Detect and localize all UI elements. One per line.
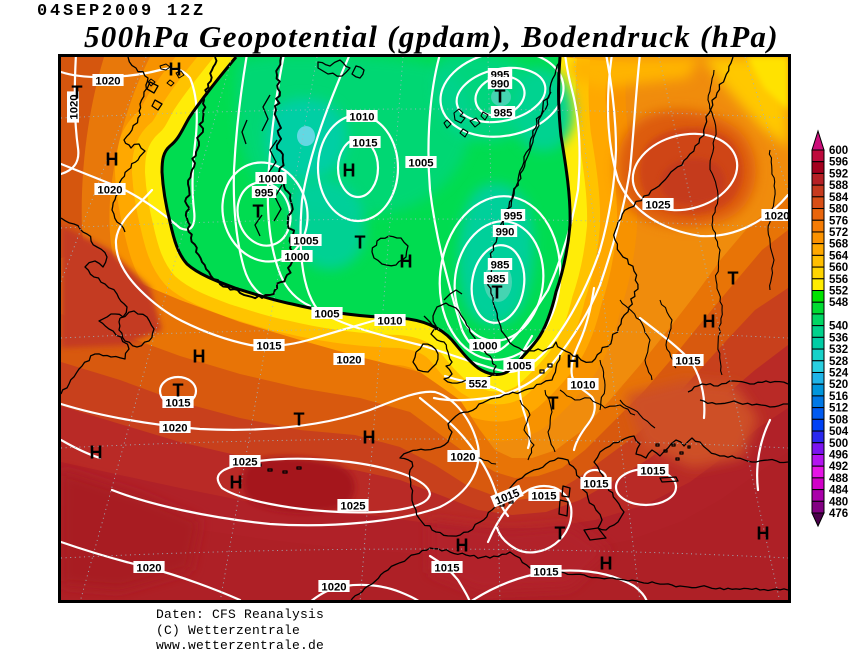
svg-text:1015: 1015	[531, 491, 556, 503]
svg-text:496: 496	[829, 450, 848, 462]
svg-text:504: 504	[829, 426, 849, 438]
svg-text:1020: 1020	[450, 452, 475, 464]
svg-text:1015: 1015	[434, 563, 459, 575]
svg-text:552: 552	[469, 379, 488, 391]
svg-text:H: H	[106, 150, 119, 170]
svg-text:1020: 1020	[136, 563, 161, 575]
svg-text:600: 600	[829, 145, 848, 157]
svg-text:1000: 1000	[284, 252, 309, 264]
svg-text:492: 492	[829, 461, 848, 473]
svg-text:508: 508	[829, 414, 849, 426]
svg-text:540: 540	[829, 321, 848, 333]
svg-text:500: 500	[829, 438, 848, 450]
svg-text:476: 476	[829, 508, 848, 520]
svg-text:1010: 1010	[377, 316, 402, 328]
svg-text:1015: 1015	[533, 567, 558, 579]
svg-text:T: T	[72, 83, 83, 103]
svg-text:484: 484	[829, 485, 849, 497]
svg-text:1000: 1000	[258, 174, 283, 186]
svg-text:T: T	[173, 381, 184, 401]
svg-text:520: 520	[829, 379, 848, 391]
svg-text:1015: 1015	[583, 479, 608, 491]
svg-text:1015: 1015	[675, 356, 700, 368]
svg-text:H: H	[757, 524, 770, 544]
svg-text:T: T	[495, 87, 506, 107]
svg-text:564: 564	[829, 250, 849, 262]
svg-text:H: H	[230, 473, 243, 493]
svg-text:512: 512	[829, 403, 848, 415]
svg-text:990: 990	[496, 227, 515, 239]
svg-text:985: 985	[494, 108, 513, 120]
svg-text:1010: 1010	[349, 112, 374, 124]
svg-text:1015: 1015	[256, 341, 281, 353]
svg-text:1015: 1015	[640, 466, 665, 478]
svg-text:1020: 1020	[336, 355, 361, 367]
svg-text:T: T	[355, 233, 366, 253]
svg-text:588: 588	[829, 180, 849, 192]
svg-text:T: T	[555, 524, 566, 544]
svg-text:T: T	[492, 283, 503, 303]
svg-text:H: H	[343, 161, 356, 181]
svg-text:H: H	[567, 352, 580, 372]
svg-text:H: H	[400, 252, 413, 272]
svg-text:995: 995	[255, 188, 274, 200]
svg-text:T: T	[728, 269, 739, 289]
svg-text:1020: 1020	[321, 582, 346, 594]
svg-text:1025: 1025	[340, 501, 365, 513]
svg-text:1015: 1015	[165, 398, 190, 410]
svg-text:H: H	[193, 347, 206, 367]
svg-text:568: 568	[829, 239, 849, 251]
svg-text:985: 985	[487, 274, 506, 286]
svg-text:1005: 1005	[293, 236, 318, 248]
svg-text:480: 480	[829, 496, 848, 508]
svg-text:1005: 1005	[408, 158, 433, 170]
svg-text:T: T	[294, 410, 305, 430]
svg-text:576: 576	[829, 215, 848, 227]
svg-text:990: 990	[491, 79, 510, 91]
svg-text:1025: 1025	[645, 200, 670, 212]
svg-text:532: 532	[829, 344, 848, 356]
svg-text:1020: 1020	[69, 94, 81, 119]
svg-text:1025: 1025	[232, 457, 257, 469]
svg-text:1005: 1005	[314, 309, 339, 321]
svg-text:584: 584	[829, 192, 849, 204]
svg-text:1020: 1020	[162, 423, 187, 435]
svg-text:H: H	[90, 443, 103, 463]
svg-text:556: 556	[829, 274, 848, 286]
svg-text:H: H	[703, 312, 716, 332]
svg-text:592: 592	[829, 168, 848, 180]
svg-text:1020: 1020	[97, 185, 122, 197]
svg-text:572: 572	[829, 227, 848, 239]
svg-text:H: H	[456, 536, 469, 556]
svg-text:524: 524	[829, 368, 849, 380]
svg-text:488: 488	[829, 473, 849, 485]
svg-text:560: 560	[829, 262, 848, 274]
svg-text:580: 580	[829, 204, 848, 216]
svg-text:H: H	[363, 428, 376, 448]
svg-text:1015: 1015	[352, 138, 377, 150]
svg-text:T: T	[548, 394, 559, 414]
svg-text:596: 596	[829, 157, 848, 169]
svg-text:528: 528	[829, 356, 849, 368]
svg-text:H: H	[600, 554, 613, 574]
svg-text:536: 536	[829, 332, 848, 344]
svg-text:995: 995	[504, 211, 523, 223]
svg-text:516: 516	[829, 391, 848, 403]
svg-text:1020: 1020	[95, 76, 120, 88]
svg-text:985: 985	[491, 260, 510, 272]
svg-text:1005: 1005	[506, 361, 531, 373]
svg-text:T: T	[253, 202, 264, 222]
svg-text:1000: 1000	[472, 341, 497, 353]
svg-text:1010: 1010	[570, 380, 595, 392]
svg-text:H: H	[169, 60, 182, 80]
svg-text:548: 548	[829, 297, 849, 309]
svg-text:552: 552	[829, 286, 848, 298]
svg-text:1020: 1020	[764, 211, 789, 223]
